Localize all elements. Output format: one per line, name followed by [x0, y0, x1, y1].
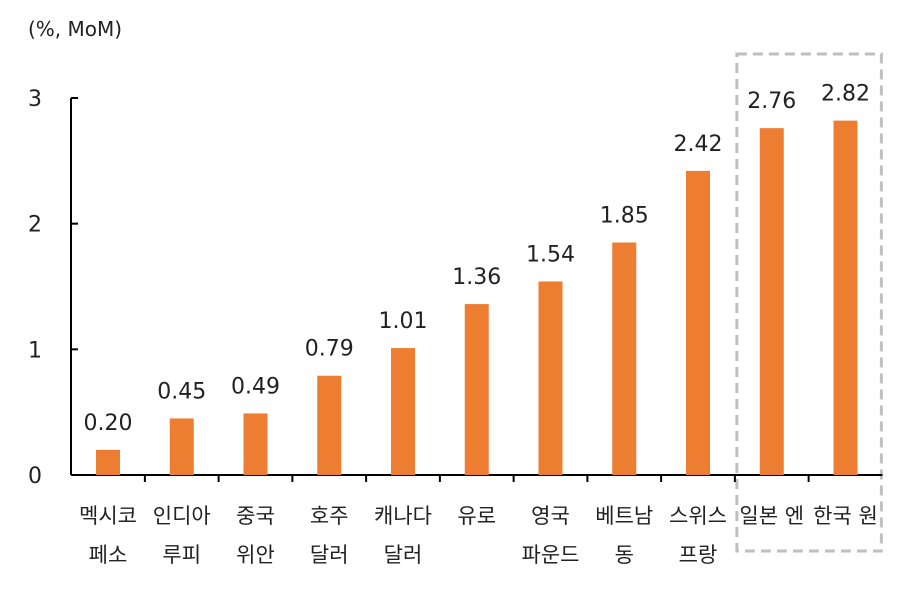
category-label: 캐나다 [374, 504, 432, 528]
value-label: 0.49 [231, 374, 280, 399]
value-label: 2.76 [747, 89, 796, 114]
category-label: 호주 [310, 504, 349, 528]
value-label: 2.82 [821, 82, 870, 107]
bar [538, 281, 563, 475]
category-label: 중국 [236, 504, 275, 528]
category-label: 한국 원 [813, 504, 878, 528]
category-label: 달러 [384, 543, 423, 567]
category-label: 일본 엔 [739, 504, 804, 528]
category-label: 스위스 [669, 504, 727, 528]
value-label: 2.42 [674, 132, 723, 157]
bar [96, 449, 120, 475]
y-tick-label: 3 [28, 87, 42, 112]
category-label: 프랑 [679, 543, 718, 567]
y-tick-label: 0 [28, 464, 42, 489]
value-label: 1.54 [526, 242, 575, 267]
value-label: 1.01 [379, 309, 428, 334]
bar [169, 418, 194, 475]
bar [391, 348, 415, 475]
bar [833, 120, 858, 476]
value-label: 1.85 [600, 204, 649, 229]
value-label: 1.36 [452, 265, 501, 290]
category-label: 영국 [531, 504, 570, 528]
category-label: 페소 [89, 543, 128, 567]
category-label: 베트남 [595, 504, 653, 528]
value-label: 0.45 [157, 379, 206, 404]
bar [243, 413, 268, 475]
bar [759, 128, 784, 475]
category-label: 멕시코 [79, 504, 137, 528]
bar [612, 242, 637, 475]
y-tick-label: 1 [28, 338, 42, 363]
bar [686, 170, 710, 475]
category-label: 동 [615, 543, 634, 567]
highlight-box [735, 52, 883, 553]
category-label: 유로 [457, 504, 496, 528]
category-label: 달러 [310, 543, 349, 567]
unit-label: (%, MoM) [28, 17, 122, 41]
bar [464, 304, 489, 475]
category-label: 위안 [236, 543, 275, 567]
y-tick-label: 2 [28, 213, 42, 238]
value-label: 0.79 [305, 337, 354, 362]
category-label: 루피 [162, 543, 201, 567]
category-label: 인디아 [153, 504, 211, 528]
category-label: 파운드 [522, 543, 580, 567]
value-label: 0.20 [84, 411, 133, 436]
bar [317, 375, 342, 475]
